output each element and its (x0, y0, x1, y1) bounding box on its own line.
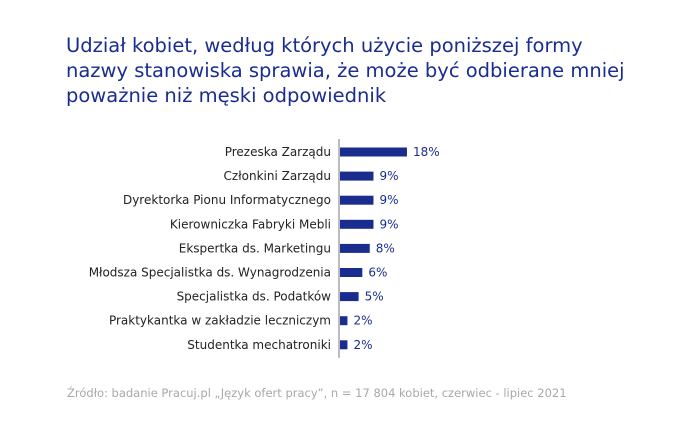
category-label: Kierowniczka Fabryki Mebli (170, 217, 331, 231)
bar (340, 243, 370, 253)
bar (340, 219, 374, 229)
category-label: Młodsza Specjalistka ds. Wynagrodzenia (89, 266, 331, 280)
category-label: Studentka mechatroniki (187, 338, 331, 352)
bar (340, 316, 348, 326)
category-label: Prezeska Zarządu (225, 145, 331, 159)
chart-title: Udział kobiet, według których użycie pon… (66, 33, 666, 108)
value-label: 9% (379, 217, 398, 231)
bar (340, 292, 359, 302)
bar (340, 340, 348, 350)
value-label: 2% (353, 314, 372, 328)
value-label: 9% (379, 169, 398, 183)
source-note: Źródło: badanie Pracuj.pl „Język ofert p… (67, 386, 567, 400)
value-label: 6% (368, 266, 387, 280)
category-label: Praktykantka w zakładzie leczniczym (109, 314, 331, 328)
category-label: Dyrektorka Pionu Informatycznego (123, 193, 331, 207)
bar (340, 171, 374, 181)
value-label: 18% (413, 145, 440, 159)
bar (340, 195, 374, 205)
value-label: 8% (376, 241, 395, 255)
category-label: Ekspertka ds. Marketingu (179, 241, 331, 255)
bar (340, 147, 407, 157)
category-label: Specjalistka ds. Podatków (177, 290, 332, 304)
chart-title-line-3: poważnie niż męski odpowiednik (66, 84, 387, 107)
chart-title-line-1: Udział kobiet, według których użycie pon… (66, 34, 583, 57)
bar (340, 268, 363, 277)
value-label: 9% (379, 193, 398, 207)
value-label: 2% (353, 338, 372, 352)
chart-title-line-2: nazwy stanowiska sprawia, że może być od… (66, 59, 625, 82)
value-label: 5% (365, 290, 384, 304)
category-label: Członkini Zarządu (224, 169, 331, 183)
